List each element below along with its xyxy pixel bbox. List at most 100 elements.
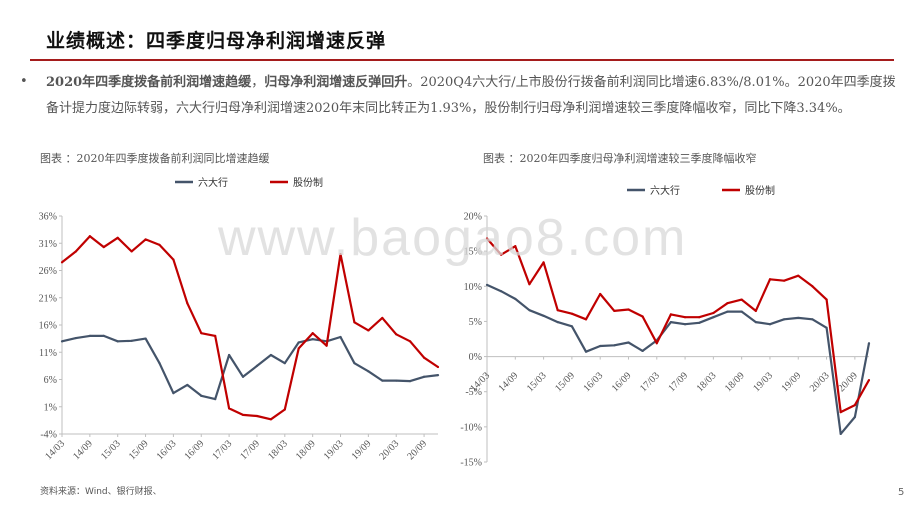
data-point <box>599 344 602 348</box>
data-point <box>283 362 286 365</box>
data-point <box>613 309 616 312</box>
legend-label: 六大行 <box>650 184 680 197</box>
data-point <box>627 341 630 344</box>
data-point <box>853 415 856 419</box>
data-point <box>726 310 729 313</box>
data-point <box>613 344 616 347</box>
summary-highlight-2: 归母净利润增速反弹回升 <box>264 75 408 90</box>
data-point <box>116 340 119 343</box>
data-point <box>269 353 272 357</box>
y-tick-label: -10% <box>460 422 482 433</box>
data-point <box>754 309 757 312</box>
x-tick-label: 20/03 <box>808 370 832 394</box>
data-point <box>754 321 757 324</box>
data-point <box>768 278 772 281</box>
data-point <box>186 302 189 305</box>
x-tick-label: 15/09 <box>127 438 151 462</box>
y-tick-label: -15% <box>460 458 482 469</box>
data-point <box>542 314 545 317</box>
x-tick-label: 20/09 <box>836 370 860 394</box>
data-point <box>740 298 743 301</box>
y-tick-label: 20% <box>464 212 482 223</box>
series-line <box>61 235 439 421</box>
data-point <box>584 350 588 353</box>
data-point <box>570 312 573 315</box>
data-point <box>381 379 384 382</box>
data-point <box>683 316 687 319</box>
data-point <box>783 318 786 321</box>
data-point <box>200 332 203 335</box>
x-tick-label: 17/03 <box>638 370 662 394</box>
data-point <box>599 292 602 296</box>
x-tick-label: 18/09 <box>294 438 318 462</box>
page-number: 5 <box>898 487 905 498</box>
x-tick-label: 20/03 <box>377 438 401 462</box>
x-tick-label: 15/03 <box>99 438 123 462</box>
data-point <box>130 250 133 253</box>
data-point <box>528 309 531 312</box>
data-point <box>88 334 91 337</box>
y-tick-label: 0% <box>469 352 482 363</box>
data-point <box>297 341 300 344</box>
data-point <box>297 347 300 350</box>
data-point <box>436 374 440 377</box>
x-tick-label: 19/03 <box>322 438 346 462</box>
data-point <box>528 283 531 286</box>
data-point <box>867 378 871 382</box>
data-point <box>353 362 356 365</box>
x-tick-label: 19/03 <box>751 370 775 394</box>
summary-highlight-1: 2020年四季度拨备前利润增速趋缓 <box>46 75 252 90</box>
series-line <box>486 237 870 414</box>
data-point <box>839 432 842 435</box>
y-tick-label: 15% <box>464 247 482 258</box>
x-tick-label: 18/03 <box>695 370 719 394</box>
data-point <box>395 333 398 336</box>
data-point <box>74 336 78 340</box>
series-line <box>61 334 439 401</box>
data-point <box>214 334 217 337</box>
y-tick-label: 5% <box>469 317 482 328</box>
data-point <box>627 308 630 311</box>
x-tick-label: 17/09 <box>666 370 690 394</box>
data-point <box>339 253 342 256</box>
left-chart-caption: 图表 ：2020年四季度拨备前利润同比增速趋缓 <box>40 152 270 165</box>
data-point <box>228 407 231 410</box>
data-point <box>726 302 729 305</box>
data-point <box>542 261 545 264</box>
x-tick-label: 15/09 <box>553 370 577 394</box>
data-point <box>241 413 245 417</box>
page-title: 业绩概述：四季度归母净利润增速反弹 <box>46 30 387 52</box>
y-tick-label: 11% <box>39 348 57 359</box>
data-point <box>172 392 175 395</box>
data-point <box>60 261 64 264</box>
data-point <box>255 364 259 367</box>
y-tick-label: 16% <box>39 321 57 332</box>
x-tick-label: 14/09 <box>497 370 521 394</box>
data-point <box>255 414 259 418</box>
x-tick-label: 20/09 <box>405 438 429 462</box>
legend-label: 股份制 <box>293 176 323 189</box>
data-point <box>325 344 328 347</box>
data-point <box>669 313 673 316</box>
y-tick-label: 26% <box>39 266 57 277</box>
data-point <box>395 379 398 382</box>
data-point <box>353 321 356 324</box>
data-point <box>409 380 412 383</box>
data-point <box>683 323 687 326</box>
y-tick-label: -4% <box>40 430 57 441</box>
data-point <box>655 342 658 345</box>
data-point <box>158 362 161 365</box>
data-point <box>186 383 189 387</box>
data-point <box>88 235 91 238</box>
data-point <box>556 309 559 312</box>
data-point <box>797 274 800 277</box>
data-point <box>514 245 517 248</box>
bullet-marker: • <box>20 74 28 89</box>
y-tick-label: 1% <box>44 402 57 413</box>
data-point <box>641 315 644 318</box>
x-tick-label: 15/03 <box>525 370 549 394</box>
data-point <box>102 245 105 249</box>
data-point <box>712 316 715 319</box>
data-point <box>172 258 175 261</box>
summary-text-2: 。2020Q4六大行/上市股份行拨备前利润同比增速6.83%/8.01%。202… <box>46 75 896 116</box>
